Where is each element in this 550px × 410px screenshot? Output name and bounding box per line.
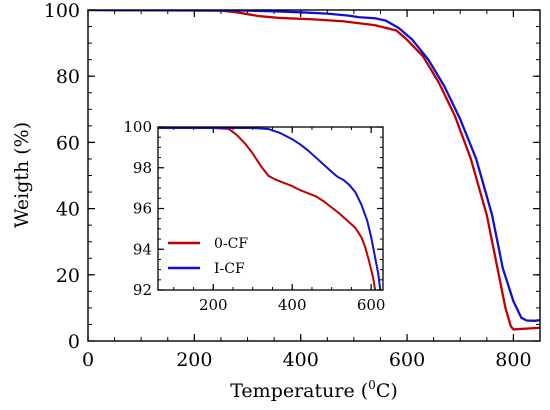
inset-x-tick-label: 600 (357, 296, 386, 314)
main-y-tick-label: 20 (56, 265, 80, 287)
inset-x-tick-label: 400 (278, 296, 307, 314)
inset-series-group (158, 127, 382, 290)
inset-y-tick-label: 92 (133, 281, 152, 299)
inset-y-tick-label: 94 (133, 240, 152, 258)
x-axis-label-main: Temperature ( (230, 380, 368, 402)
main-axis-ticks: 0 200 400 600 800 0 20 40 60 80 100 (44, 0, 541, 371)
main-y-tick-label: 0 (68, 331, 80, 353)
inset-plot-frame (157, 126, 384, 291)
main-x-tick-label: 0 (82, 349, 94, 371)
y-axis-label: Weigth (%) (11, 122, 33, 228)
x-axis-label-unit: C) (376, 380, 398, 402)
x-axis-label-superscript: 0 (368, 378, 376, 392)
main-series-group (88, 10, 540, 331)
main-series-0-cf-line (88, 10, 540, 331)
main-x-tick-label: 400 (283, 349, 319, 371)
x-axis-label: Temperature (0C) (230, 378, 398, 402)
inset-series-0-cf-line (158, 127, 377, 290)
main-plot-frame (87, 9, 541, 342)
main-y-tick-label: 100 (44, 0, 80, 22)
legend-label-0-cf: 0-CF (214, 236, 248, 252)
main-series-i-cf-line (88, 10, 540, 322)
main-y-tick-label: 80 (56, 66, 80, 88)
legend: 0-CF I-CF (168, 236, 248, 277)
inset-y-tick-label: 98 (133, 159, 152, 177)
inset-background (158, 127, 383, 290)
legend-label-i-cf: I-CF (214, 261, 245, 277)
inset-y-tick-label: 100 (123, 118, 152, 136)
inset-y-tick-label: 96 (133, 200, 152, 218)
main-y-tick-label: 40 (56, 199, 80, 221)
main-x-tick-label: 600 (389, 349, 425, 371)
main-x-tick-label: 200 (176, 349, 212, 371)
main-x-tick-label: 800 (495, 349, 531, 371)
inset-chart: 200 400 600 92 94 96 98 100 0-CF I-CF (123, 118, 385, 314)
inset-series-i-cf-line (158, 127, 382, 290)
inset-x-tick-label: 200 (199, 296, 228, 314)
main-y-tick-label: 60 (56, 132, 80, 154)
